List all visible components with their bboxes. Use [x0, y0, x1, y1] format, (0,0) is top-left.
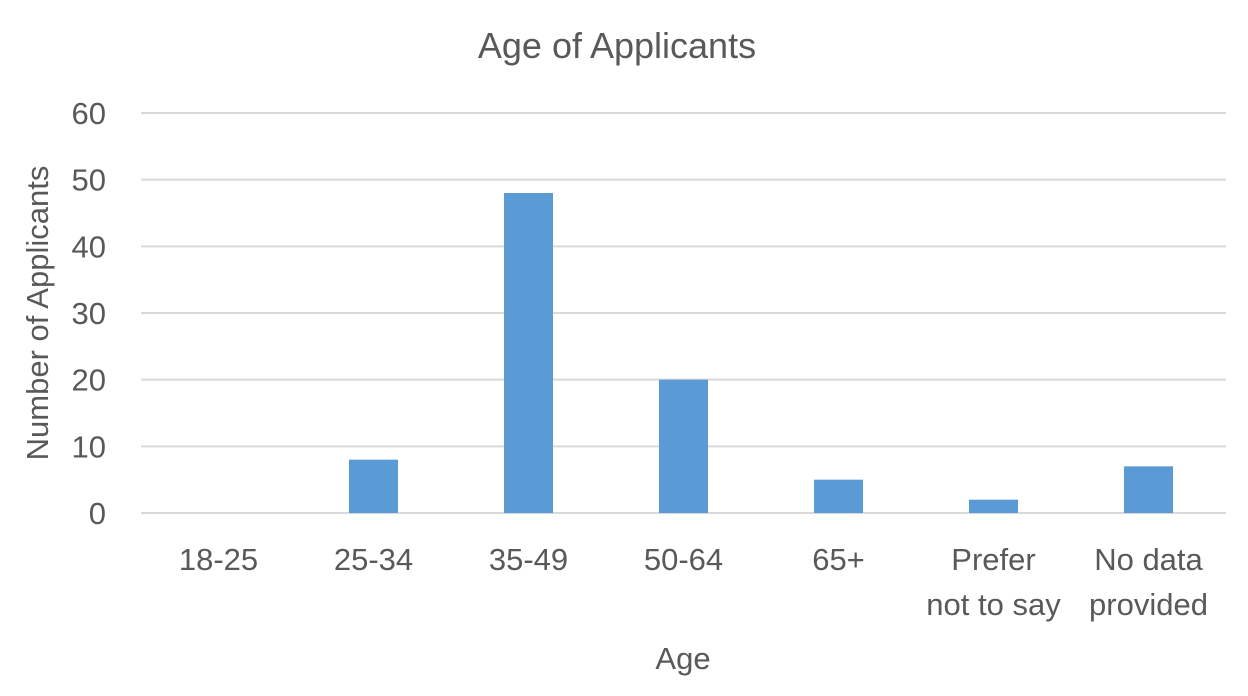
y-tick-label: 30	[72, 296, 106, 331]
x-axis-title: Age	[655, 641, 710, 676]
y-tick-label: 40	[72, 229, 106, 264]
bar	[504, 193, 553, 513]
x-tick-label: 35-49	[489, 542, 568, 577]
x-tick-label: Prefer not to say	[926, 542, 1061, 622]
bar	[814, 479, 863, 513]
x-tick-label: 50-64	[644, 542, 723, 577]
bar	[969, 499, 1018, 513]
y-tick-label: 50	[72, 163, 106, 198]
y-tick-label: 60	[72, 96, 106, 131]
x-tick-label: 25-34	[334, 542, 413, 577]
bar	[659, 379, 708, 513]
bars	[349, 193, 1173, 513]
x-tick-label: No data provided	[1089, 542, 1208, 622]
x-tick-label: 18-25	[179, 542, 258, 577]
y-tick-label: 0	[89, 496, 106, 531]
x-axis-tick-labels: 18-25 25-34 35-49 50-64 65+ Prefer not to say N…	[179, 542, 1208, 622]
x-tick-label: 65+	[812, 542, 865, 577]
y-axis-title: Number of Applicants	[20, 166, 55, 461]
y-tick-label: 10	[72, 429, 106, 464]
bar	[1124, 466, 1173, 513]
y-axis-tick-labels: 0 10 20 30 40 50 60	[72, 96, 106, 531]
y-tick-label: 20	[72, 363, 106, 398]
bar	[349, 459, 398, 513]
chart-title: Age of Applicants	[478, 25, 756, 66]
